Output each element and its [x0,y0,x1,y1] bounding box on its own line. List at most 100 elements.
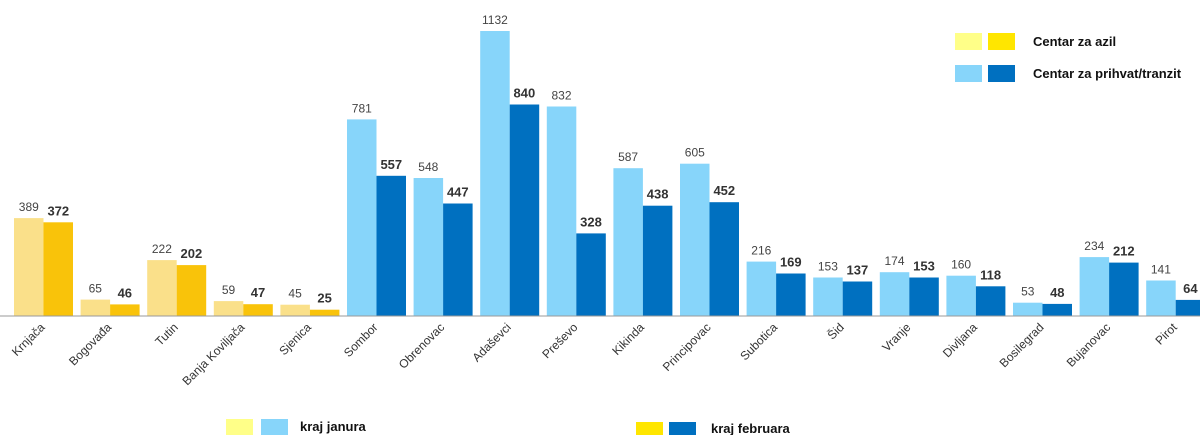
legend-swatch-jan-prihvat [261,419,288,435]
bar-vranje-jan [879,272,910,316]
value-label-sid-feb: 137 [847,263,869,278]
value-label-obrenovac-jan: 548 [418,160,438,174]
value-label-subotica-jan: 216 [751,244,771,258]
value-label-adasevci-jan: 1132 [482,13,508,27]
legend-swatch-azil-feb [988,33,1015,50]
value-label-kikinda-feb: 438 [647,187,669,202]
value-label-krnjaca-jan: 389 [19,200,39,214]
category-label-principovac: Principovac [660,320,714,374]
category-label-sjenica: Sjenica [276,320,314,358]
bar-sjenica-feb [309,309,340,316]
value-label-tutin-jan: 222 [152,242,172,256]
value-labels-group: 389 372 65 46 222 202 59 47 45 25 781 557 548 447 1132… [19,13,1199,306]
category-label-vranje: Vranje [879,320,913,354]
value-label-divljana-jan: 160 [951,258,971,272]
bar-bosilegrad-jan [1013,302,1043,316]
bar-divljana-feb [975,286,1006,316]
bar-bosilegrad-feb [1042,303,1072,316]
value-label-bosilegrad-jan: 53 [1021,285,1035,299]
value-label-banja-koviljaca-feb: 47 [251,285,265,300]
value-label-sid-jan: 153 [818,260,838,274]
value-label-bujanovac-jan: 234 [1084,239,1104,253]
value-label-subotica-feb: 169 [780,255,802,270]
value-label-sjenica-feb: 25 [317,291,331,306]
value-label-presevo-jan: 832 [551,89,571,103]
bar-adasevci-jan [480,31,510,316]
bar-pirot-jan [1146,280,1176,316]
bar-sombor-jan [347,119,377,317]
value-label-principovac-jan: 605 [685,146,705,160]
bar-banja-koviljaca-feb [243,304,273,316]
category-label-kikinda: Kikinda [609,320,647,358]
bar-subotica-feb [776,273,806,316]
legend-swatch-feb-prihvat [669,422,696,435]
bar-bujanovac-feb [1109,262,1139,316]
bar-krnjaca-jan [14,218,44,316]
value-label-principovac-feb: 452 [713,183,735,198]
category-label-bujanovac: Bujanovac [1064,320,1114,370]
value-label-adasevci-feb: 840 [514,86,536,101]
category-label-krnjaca: Krnjača [9,320,48,359]
legend-label-feb: kraj februara [711,421,791,435]
bars-group [14,31,1200,317]
value-label-bosilegrad-feb: 48 [1050,285,1064,300]
bar-tutin-feb [176,265,207,316]
category-label-presevo: Preševo [539,320,580,361]
value-label-bujanovac-feb: 212 [1113,244,1135,259]
legend-swatch-feb-azil [636,422,663,435]
bar-sid-jan [813,277,843,316]
center-type-legend: Centar za azil Centar za prihvat/tranzit [955,33,1182,82]
bar-vranje-feb [909,277,939,316]
value-label-sjenica-jan: 45 [288,287,302,301]
category-label-adasevci: Adaševci [469,320,513,364]
value-label-pirot-feb: 64 [1183,281,1198,296]
bar-sjenica-jan [280,304,310,316]
bar-pirot-feb [1175,299,1200,316]
bar-kikinda-jan [613,168,643,316]
legend-swatch-prihvat-feb [988,65,1015,82]
value-label-kikinda-jan: 587 [618,150,638,164]
value-label-bogova-a-jan: 65 [89,282,103,296]
value-label-divljana-feb: 118 [980,267,1001,282]
value-label-vranje-feb: 153 [913,259,935,274]
category-label-tutin: Tutin [152,320,180,348]
bar-bogova-a-feb [110,304,140,316]
bar-subotica-jan [746,261,777,316]
bar-sid-feb [842,281,873,316]
value-label-obrenovac-feb: 447 [447,185,469,200]
bar-principovac-jan [680,163,710,316]
bar-bogova-a-jan [80,299,111,316]
category-label-subotica: Subotica [737,320,780,363]
series-legend: kraj janura kraj februara [226,419,791,435]
value-label-bogova-a-feb: 46 [118,285,132,300]
category-label-banja-koviljaca: Banja Koviljača [179,320,247,388]
legend-swatch-azil-jan [955,33,982,50]
category-label-bogova-a: Bogovađa [66,320,114,368]
bar-krnjaca-feb [43,222,73,316]
value-label-banja-koviljaca-jan: 59 [222,283,236,297]
legend-swatch-jan-azil [226,419,253,435]
bar-kikinda-feb [642,205,673,316]
bar-principovac-feb [709,202,739,316]
value-label-sombor-jan: 781 [352,101,372,115]
value-label-presevo-feb: 328 [580,214,602,229]
bar-adasevci-feb [509,104,540,316]
category-label-bosilegrad: Bosilegrad [997,320,1047,370]
value-label-krnjaca-feb: 372 [47,203,69,218]
bar-tutin-jan [147,260,177,316]
bar-divljana-jan [946,275,976,316]
bar-bujanovac-jan [1079,257,1110,316]
value-label-sombor-feb: 557 [380,157,402,172]
bar-banja-koviljaca-jan [213,301,244,316]
category-label-sombor: Sombor [341,320,381,360]
value-label-vranje-jan: 174 [884,254,904,268]
value-label-pirot-jan: 141 [1151,263,1171,277]
bar-presevo-jan [546,106,577,316]
legend-label-prihvat: Centar za prihvat/tranzit [1033,66,1182,81]
value-label-tutin-feb: 202 [181,246,203,261]
bar-presevo-feb [576,233,606,316]
bar-sombor-feb [376,175,406,316]
bar-obrenovac-feb [443,203,473,316]
